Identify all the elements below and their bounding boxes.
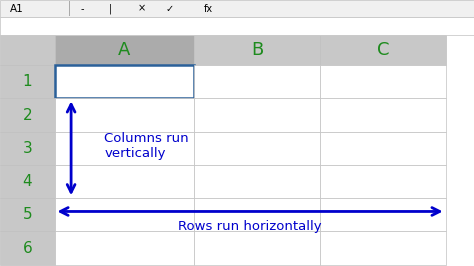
Bar	[0, 98, 55, 132]
Bar	[194, 98, 320, 132]
Text: 5: 5	[22, 207, 32, 222]
Bar	[0, 165, 55, 198]
Bar	[320, 98, 446, 132]
Bar	[0, 198, 55, 231]
Bar	[55, 35, 194, 65]
Bar	[320, 132, 446, 165]
Text: -: -	[81, 4, 84, 14]
Text: Rows run horizontally: Rows run horizontally	[178, 220, 322, 232]
Text: 1: 1	[22, 74, 32, 89]
Bar	[320, 35, 446, 65]
Bar	[0, 35, 55, 65]
Bar	[194, 198, 320, 231]
Bar	[0, 132, 55, 165]
Bar	[320, 165, 446, 198]
Bar	[194, 35, 320, 65]
Text: Columns run
vertically: Columns run vertically	[104, 132, 189, 160]
Text: 2: 2	[22, 107, 32, 123]
Bar	[194, 231, 320, 265]
Text: 4: 4	[22, 174, 32, 189]
Bar	[320, 65, 446, 98]
Bar	[55, 165, 194, 198]
Text: fx: fx	[204, 4, 213, 14]
Text: C: C	[376, 41, 389, 59]
Text: B: B	[251, 41, 263, 59]
Bar	[55, 231, 194, 265]
Bar	[194, 165, 320, 198]
Bar	[55, 198, 194, 231]
Bar	[0, 231, 55, 265]
Bar	[194, 65, 320, 98]
Bar	[55, 98, 194, 132]
Bar	[194, 132, 320, 165]
Text: ✓: ✓	[166, 4, 174, 14]
Bar	[0, 0, 474, 17]
Text: 3: 3	[22, 141, 32, 156]
Text: A1: A1	[9, 4, 23, 14]
Bar	[55, 65, 194, 98]
Bar	[55, 132, 194, 165]
Text: |: |	[109, 3, 112, 14]
Bar	[320, 231, 446, 265]
Bar	[0, 17, 474, 35]
Bar	[320, 198, 446, 231]
Text: 6: 6	[22, 240, 32, 256]
Bar	[69, 1, 70, 16]
Text: A: A	[118, 41, 131, 59]
Text: ×: ×	[137, 4, 146, 14]
Bar	[0, 65, 55, 98]
